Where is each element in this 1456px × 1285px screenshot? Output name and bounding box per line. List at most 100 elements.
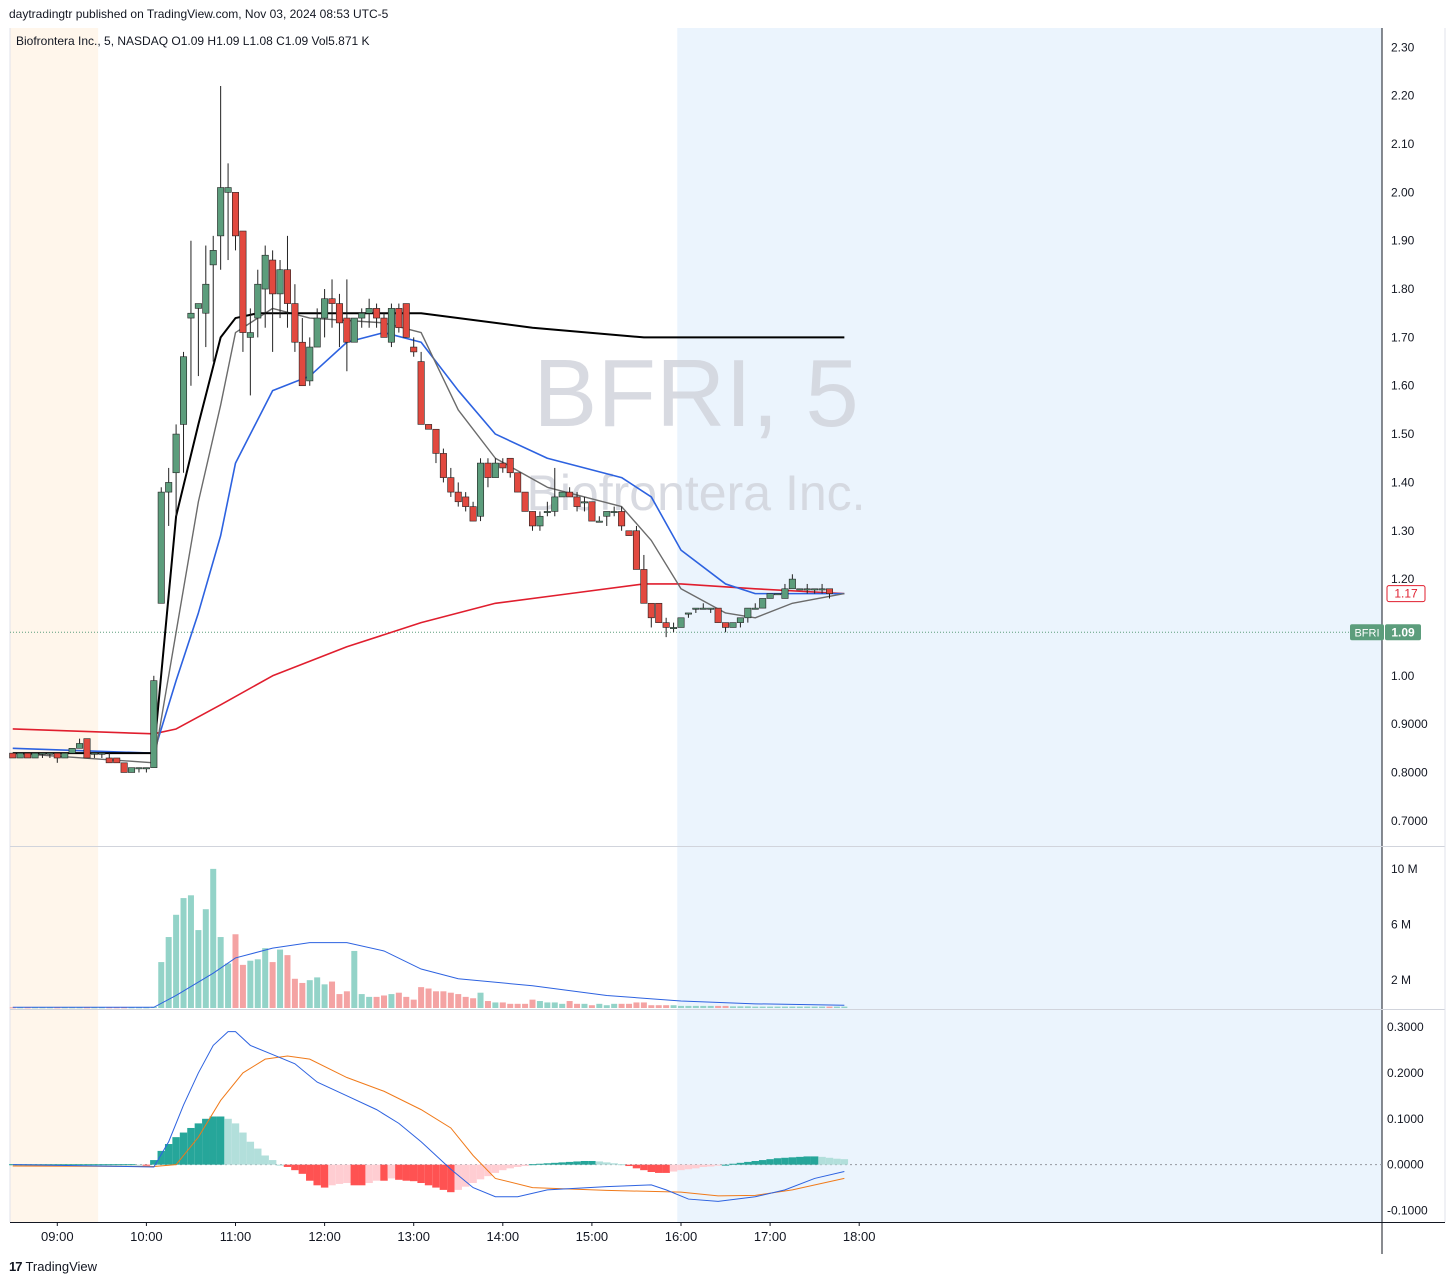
candle (135, 767, 143, 773)
candle (469, 501, 477, 522)
candle-body (53, 752, 61, 759)
candle-body (187, 312, 195, 319)
candle (232, 192, 240, 251)
volume-bar (744, 1006, 751, 1008)
volume-bar (826, 1006, 833, 1008)
candle-body (410, 346, 418, 353)
candle-body (46, 752, 54, 755)
time-tick-label: 10:00 (130, 1229, 163, 1244)
candle (217, 86, 225, 270)
candle (120, 762, 128, 773)
macd-histogram-bar (98, 1164, 106, 1166)
volume-bar (596, 1003, 603, 1008)
candle (751, 603, 759, 610)
macd-histogram-bar (387, 1164, 396, 1179)
candle-body (514, 472, 522, 493)
volume-bar (388, 994, 395, 1008)
candle (202, 245, 210, 348)
volume-bar (529, 999, 536, 1008)
candle-body (38, 752, 46, 755)
volume-bar (707, 1005, 714, 1008)
candle-body (83, 738, 91, 759)
candle (432, 428, 440, 464)
macd-histogram-bar (729, 1163, 737, 1165)
macd-histogram-bar (773, 1158, 782, 1165)
candle-body (528, 511, 536, 527)
volume-bar (767, 1006, 774, 1008)
candle-body (165, 482, 173, 493)
macd-histogram-bar (372, 1164, 381, 1181)
macd-histogram-bar (68, 1164, 76, 1166)
macd-histogram-bar (551, 1162, 559, 1165)
candle (580, 496, 588, 512)
volume-bar (663, 1005, 670, 1008)
candle (157, 487, 165, 604)
macd-histogram-bar (744, 1161, 752, 1165)
macd-histogram-bar (491, 1164, 500, 1173)
volume-bar (329, 981, 336, 1008)
candle (142, 767, 150, 773)
volume-bar (833, 1006, 840, 1008)
volume-bar (366, 996, 373, 1008)
macd-histogram-bar (528, 1164, 537, 1166)
volume-bar (373, 996, 380, 1008)
price-tick-label: 0.9000 (1391, 717, 1428, 731)
volume-bar (522, 1003, 529, 1008)
volume-bar (611, 1003, 618, 1008)
candle-body (766, 593, 774, 599)
macd-histogram-bar (825, 1157, 834, 1165)
volume-bar (225, 963, 232, 1008)
ema-slow-line (12, 583, 845, 735)
macd-histogram-bar (239, 1132, 247, 1165)
candle (462, 492, 470, 512)
volume-bar (202, 909, 209, 1008)
candle (647, 602, 655, 628)
candle (31, 752, 39, 759)
macd-histogram-bar (202, 1118, 210, 1165)
volume-bar (187, 895, 194, 1008)
price-tick-label: 1.80 (1391, 282, 1415, 296)
candle-body (751, 607, 759, 610)
volume-bar (514, 1003, 521, 1008)
macd-histogram-bar (617, 1164, 626, 1166)
macd-histogram-bar (179, 1132, 188, 1165)
time-tick-label: 15:00 (576, 1229, 609, 1244)
candle (83, 738, 91, 759)
candle-body (90, 752, 98, 755)
candle (46, 752, 54, 758)
macd-histogram-bar (840, 1159, 849, 1165)
watermark-company: Biofrontera Inc. (526, 465, 865, 521)
candle (781, 583, 789, 599)
premarket-shading (10, 28, 99, 1222)
candle-body (61, 752, 69, 759)
pane-frames (9, 28, 1446, 1254)
candle (818, 583, 826, 594)
candle (610, 506, 618, 517)
candle-body (365, 308, 373, 314)
macd-histogram-bar (380, 1164, 388, 1181)
candle-body (402, 303, 410, 338)
macd-histogram-bar (818, 1156, 826, 1165)
tradingview-logo[interactable]: 17 TradingView (9, 1259, 97, 1274)
volume-ma-line (12, 942, 845, 1008)
candle (454, 482, 462, 507)
macd-tick-label: 0.2000 (1387, 1066, 1424, 1080)
price-tick-label: 1.90 (1391, 234, 1415, 248)
candle-body (484, 462, 492, 478)
macd-histogram-bar (112, 1164, 121, 1166)
candle-body (157, 491, 165, 604)
candle (76, 738, 84, 749)
candle-body (603, 511, 611, 517)
macd-histogram-bar (751, 1160, 759, 1165)
macd-histogram-bar (83, 1164, 91, 1166)
candle (24, 752, 32, 759)
candle (150, 675, 158, 768)
candle (714, 607, 722, 623)
volume-bar (715, 1005, 722, 1008)
candle-body (625, 530, 633, 536)
candle (484, 458, 492, 488)
macd-histogram-bar (432, 1164, 440, 1188)
candle-body (246, 332, 254, 338)
macd-histogram-bar (53, 1164, 62, 1166)
